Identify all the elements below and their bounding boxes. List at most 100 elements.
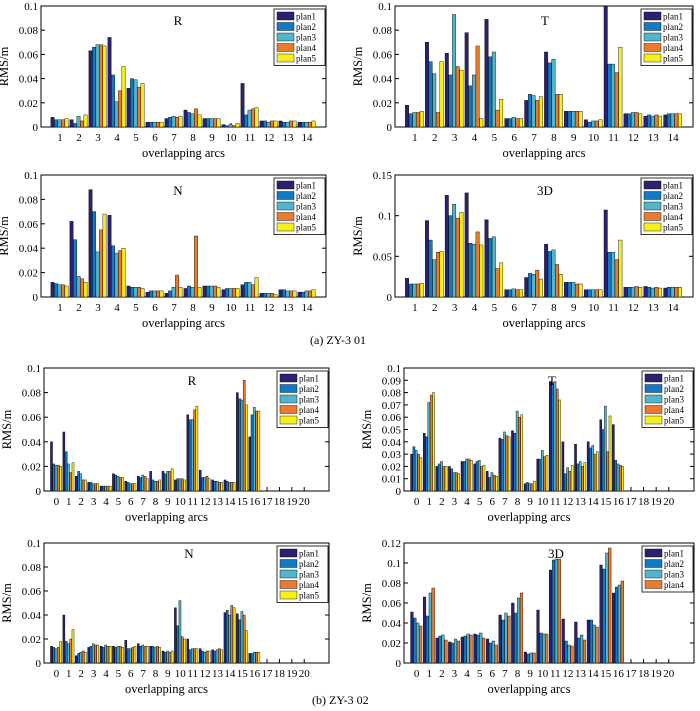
bar (174, 479, 177, 492)
y-tick-label: 0.08 (382, 578, 402, 590)
bar (223, 479, 227, 492)
bar (500, 439, 504, 492)
legend-swatch (643, 201, 662, 211)
x-tick-label: 5 (492, 302, 498, 314)
legend-label: plan4 (664, 405, 684, 415)
bar (205, 650, 209, 664)
legend-swatch (276, 201, 295, 211)
bar (463, 635, 467, 664)
chart-b-T: 00.010.020.030.040.050.060.070.080.090.1… (360, 363, 695, 524)
bar (245, 630, 248, 664)
bar (630, 287, 635, 298)
bar (308, 121, 312, 128)
bar (106, 485, 110, 492)
x-tick-label: 10 (588, 302, 600, 314)
bar (427, 402, 431, 492)
bar (495, 268, 500, 298)
y-tick-label: 0.08 (19, 25, 39, 37)
x-tick-label: 15 (600, 496, 612, 508)
bar (535, 100, 540, 128)
bar (486, 638, 490, 664)
bar (121, 647, 124, 664)
bar (164, 473, 167, 492)
bar (257, 410, 261, 492)
x-tick-label: 4 (464, 668, 470, 680)
bar (152, 290, 157, 298)
x-tick-label: 12 (628, 132, 639, 144)
legend-swatch (279, 373, 298, 383)
bar (146, 646, 149, 664)
bar (220, 482, 223, 492)
bar (484, 219, 489, 298)
bar (232, 607, 236, 664)
chart-title: N (173, 183, 183, 198)
bar (273, 120, 278, 128)
x-tick-label: 12 (264, 302, 275, 314)
bar (459, 212, 464, 298)
bar (604, 405, 607, 492)
bar (612, 592, 616, 664)
y-tick-label: 0.12 (382, 538, 401, 550)
bar (553, 381, 557, 492)
bar (536, 458, 539, 492)
bar (266, 293, 271, 298)
bar (564, 111, 568, 128)
bar (558, 399, 561, 492)
x-axis-label: overlapping arcs (488, 510, 571, 524)
legend-label: plan3 (664, 570, 684, 580)
chart-title: T (541, 13, 549, 28)
x-tick-label: 2 (432, 302, 438, 314)
bar (543, 456, 546, 492)
bar (178, 287, 183, 298)
bar (544, 243, 549, 298)
bar (614, 259, 619, 298)
y-tick-label: 0.08 (22, 388, 42, 400)
bar (71, 629, 75, 664)
bar (556, 388, 559, 492)
bar (201, 650, 204, 664)
bar (99, 646, 103, 664)
bar (245, 404, 248, 492)
x-tick-label: 1 (57, 132, 63, 144)
bar (183, 109, 188, 128)
bar (605, 552, 609, 664)
bar (211, 649, 214, 664)
bar (130, 78, 134, 128)
y-tick-label: 0 (36, 486, 42, 498)
bar (251, 284, 255, 298)
x-tick-label: 4 (472, 132, 478, 144)
bar (215, 649, 219, 664)
bar (244, 282, 248, 298)
x-tick-label: 4 (103, 496, 109, 508)
bar (136, 643, 140, 664)
bar (643, 286, 648, 298)
bar (557, 558, 561, 664)
bar (114, 474, 117, 492)
bar (444, 466, 448, 492)
bar (432, 392, 435, 492)
legend-label: plan3 (296, 202, 316, 212)
bar (513, 432, 517, 492)
bar (524, 277, 529, 298)
bar (499, 262, 504, 298)
bar (141, 474, 145, 492)
bar (80, 278, 84, 298)
x-tick-label: 18 (274, 668, 286, 680)
bar (511, 288, 516, 298)
y-tick-label: 0.02 (22, 634, 41, 646)
bar (232, 125, 236, 128)
bar (168, 652, 172, 664)
x-tick-label: 3 (95, 302, 101, 314)
x-tick-label: 19 (651, 668, 663, 680)
bar (76, 276, 81, 298)
bar (503, 431, 506, 492)
legend-label: plan2 (296, 22, 316, 32)
bar (59, 466, 62, 492)
legend-label: plan1 (299, 374, 319, 384)
bar (156, 480, 159, 492)
bar (62, 614, 66, 664)
bar (575, 283, 579, 298)
bar (168, 471, 172, 492)
